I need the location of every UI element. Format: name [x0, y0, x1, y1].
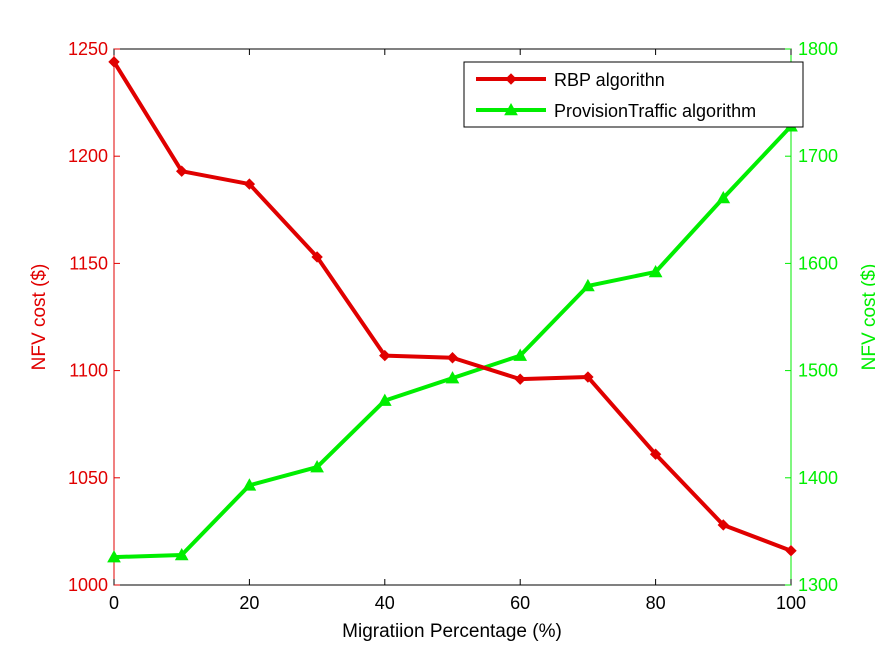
data-point — [785, 544, 797, 557]
data-point — [310, 460, 324, 473]
data-point — [582, 371, 594, 383]
x-tick-label: 20 — [239, 593, 259, 613]
x-tick-label: 80 — [646, 593, 666, 613]
x-axis-ticks: 0 20 40 60 80 100 — [109, 49, 806, 613]
data-point — [379, 349, 391, 362]
data-point — [108, 56, 120, 68]
right-y-tick-label: 1400 — [798, 468, 838, 488]
left-y-tick-label: 1150 — [69, 253, 108, 273]
data-point — [514, 373, 526, 385]
series-layer — [107, 56, 798, 563]
x-tick-label: 60 — [510, 593, 530, 613]
data-point — [581, 278, 595, 292]
legend-label: ProvisionTraffic algorithm — [554, 101, 756, 121]
left-y-tick-label: 1200 — [68, 146, 108, 166]
legend-items: RBP algorithn ProvisionTraffic algorithm — [476, 70, 756, 121]
x-tick-label: 100 — [776, 593, 806, 613]
data-point — [242, 478, 257, 491]
left-y-tick-label: 1250 — [68, 39, 108, 59]
data-point — [445, 371, 460, 384]
right-y-tick-label: 1700 — [798, 146, 838, 166]
legend-box — [463, 61, 804, 128]
right-y-tick-label: 1500 — [798, 361, 838, 381]
legend-marker — [505, 73, 517, 85]
data-point — [311, 251, 323, 263]
right-y-tick-label: 1600 — [798, 253, 838, 273]
x-tick-label: 40 — [375, 593, 395, 613]
left-y-axis-title: NFV cost ($) — [29, 264, 50, 371]
left-y-tick-label: 1050 — [68, 468, 108, 488]
data-point — [648, 264, 663, 278]
x-tick-label: 0 — [109, 593, 119, 613]
left-y-axis-ticks: 1000 1050 1100 1150 1200 1250 — [68, 39, 120, 595]
data-point — [174, 547, 189, 561]
plot-area — [113, 48, 792, 586]
legend-label: RBP algorithn — [554, 70, 665, 90]
legend: RBP algorithn ProvisionTraffic algorithm — [463, 61, 804, 128]
legend-marker — [504, 102, 518, 116]
right-y-tick-label: 1800 — [798, 39, 838, 59]
right-y-axis-ticks: 1300 1400 1500 1600 1700 1800 — [785, 39, 838, 595]
left-y-tick-label: 1000 — [68, 575, 108, 595]
left-y-tick-label: 1100 — [69, 361, 108, 381]
data-point — [377, 393, 392, 406]
data-point — [649, 448, 662, 460]
data-point — [107, 550, 121, 563]
x-axis-title: Migratiion Percentage (%) — [342, 621, 562, 642]
right-y-axis-title: NFV cost ($) — [859, 264, 875, 371]
data-point — [716, 190, 731, 204]
series-1 — [107, 119, 798, 563]
data-point — [175, 165, 188, 177]
data-point — [243, 178, 256, 190]
series-0 — [108, 56, 797, 557]
data-point — [717, 519, 730, 531]
data-point — [446, 352, 459, 364]
right-y-tick-label: 1300 — [798, 575, 838, 595]
data-point — [513, 348, 528, 361]
